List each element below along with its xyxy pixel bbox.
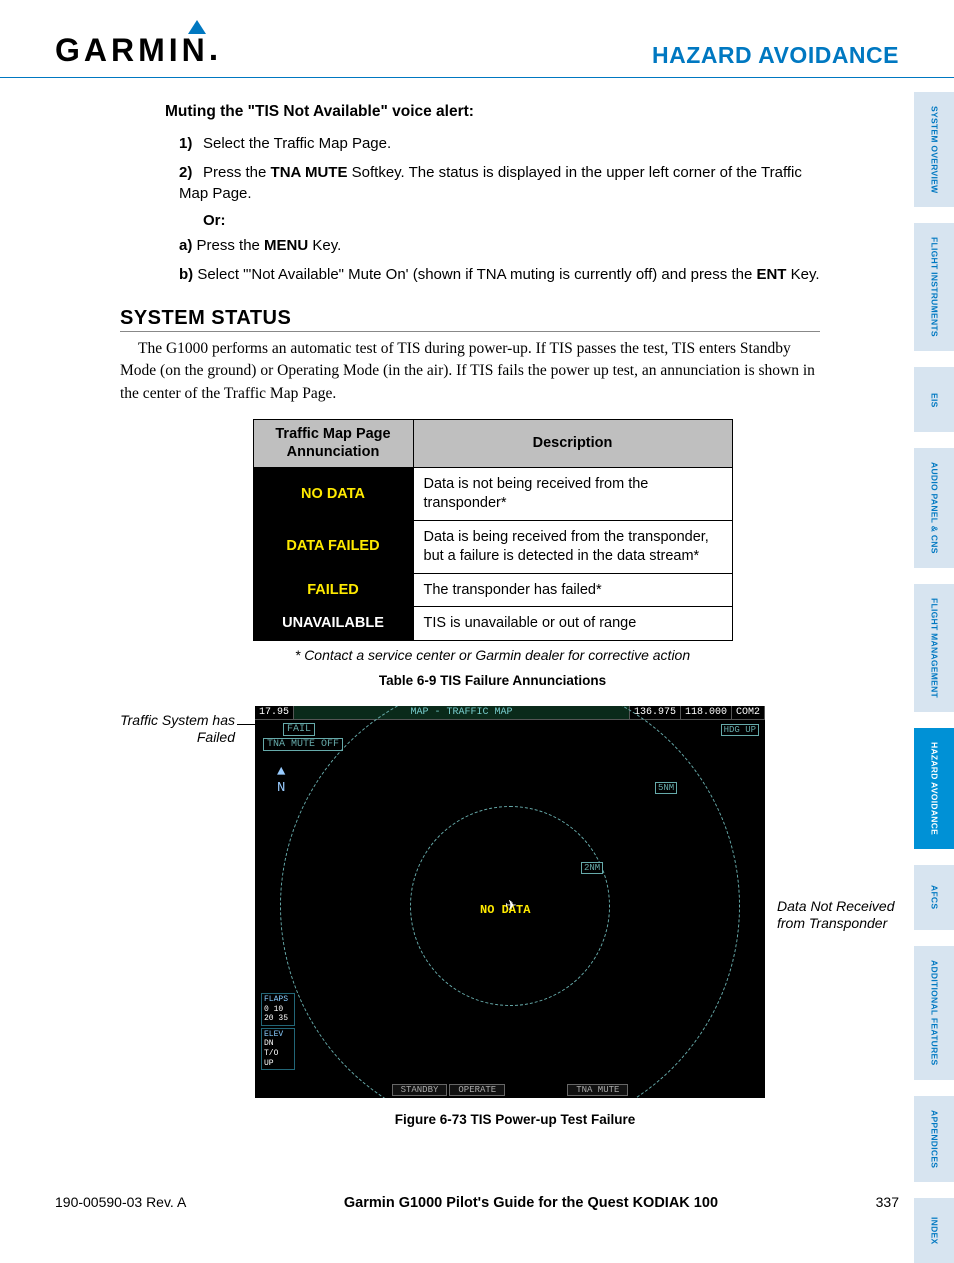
figure-label-right: Data Not Received from Transponder (777, 898, 897, 932)
page-header: GARMIN. HAZARD AVOIDANCE (0, 0, 954, 78)
freq-left: 17.95 (255, 706, 294, 719)
traffic-map-display: 17.95 MAP - TRAFFIC MAP 136.975 118.000 … (255, 706, 765, 1098)
footer-title: Garmin G1000 Pilot's Guide for the Quest… (344, 1195, 718, 1211)
muting-steps: 1)Select the Traffic Map Page. 2)Press t… (165, 133, 820, 285)
footer-pagenum: 337 (876, 1194, 899, 1210)
description-cell: TIS is unavailable or out of range (413, 607, 732, 641)
softkey-bar: STANDBY OPERATE TNA MUTE (255, 1082, 765, 1098)
garmin-logo-text: GARMIN (55, 32, 209, 69)
north-pointer-icon: ▲N (277, 764, 285, 796)
sidebar-tab-eis[interactable]: EIS (914, 367, 954, 432)
com-label: COM2 (732, 706, 765, 719)
annunciation-cell: NO DATA (253, 468, 413, 521)
freq-r2: 118.000 (681, 706, 732, 719)
sidebar-tab-system-overview[interactable]: SYSTEM OVERVIEW (914, 92, 954, 207)
sidebar-tabs: SYSTEM OVERVIEW FLIGHT INSTRUMENTS EIS AUDI… (914, 92, 954, 1263)
sidebar-tab-audio-panel-cns[interactable]: AUDIO PANEL & CNS (914, 448, 954, 568)
softkey-standby[interactable]: STANDBY (392, 1084, 448, 1096)
substep-b-bold: ENT (756, 266, 786, 283)
range-5nm: 5NM (655, 782, 677, 794)
sidebar-tab-hazard-avoidance[interactable]: HAZARD AVOIDANCE (914, 728, 954, 849)
table-row: FAILEDThe transponder has failed* (253, 573, 732, 607)
sidebar-tab-flight-instruments[interactable]: FLIGHT INSTRUMENTS (914, 223, 954, 351)
garmin-logo-dot: . (209, 30, 222, 69)
sidebar-tab-appendices[interactable]: APPENDICES (914, 1096, 954, 1182)
step-2-num: 2) (179, 162, 203, 183)
step-2-pre: Press the (203, 164, 271, 181)
sidebar-tab-afcs[interactable]: AFCS (914, 865, 954, 930)
step-2-bold: TNA MUTE (271, 164, 348, 181)
elev-vals: DN T/O UP (264, 1039, 278, 1067)
substep-b-post: Key. (786, 266, 819, 283)
substep-a-lbl: a) (179, 237, 197, 254)
annunciation-cell: FAILED (253, 573, 413, 607)
table-col1: Traffic Map Page Annunciation (253, 420, 413, 468)
tna-mute-box: TNA MUTE OFF (263, 738, 343, 751)
elev-box: ELEVDN T/O UP (261, 1028, 295, 1070)
softkey-tna-mute[interactable]: TNA MUTE (567, 1084, 628, 1096)
flaps-box: FLAPS0 10 20 35 (261, 993, 295, 1026)
substep-a-bold: MENU (264, 237, 308, 254)
substep-b-pre: Select "'Not Available" Mute On' (shown … (197, 266, 756, 283)
description-cell: Data is not being received from the tran… (413, 468, 732, 521)
range-2nm: 2NM (581, 862, 603, 874)
muting-heading: Muting the "TIS Not Available" voice ale… (165, 103, 820, 121)
or-text: Or: (203, 212, 226, 229)
substep-a-pre: Press the (197, 237, 265, 254)
description-cell: Data is being received from the transpon… (413, 520, 732, 573)
step-1-num: 1) (179, 133, 203, 154)
table-caption: Table 6-9 TIS Failure Annunciations (165, 673, 820, 688)
flaps-elev-gauges: FLAPS0 10 20 35 ELEVDN T/O UP (261, 993, 295, 1072)
table-row: DATA FAILEDData is being received from t… (253, 520, 732, 573)
annunciation-cell: UNAVAILABLE (253, 607, 413, 641)
table-row: UNAVAILABLETIS is unavailable or out of … (253, 607, 732, 641)
step-1: 1)Select the Traffic Map Page. (179, 133, 820, 154)
substep-b: b) Select "'Not Available" Mute On' (sho… (179, 264, 820, 285)
or-label: Or: (179, 212, 820, 229)
garmin-triangle-icon (188, 20, 206, 34)
figure-label-left: Traffic System has Failed (115, 712, 235, 746)
step-2: 2)Press the TNA MUTE Softkey. The status… (179, 162, 820, 204)
sidebar-tab-flight-management[interactable]: FLIGHT MANAGEMENT (914, 584, 954, 712)
page-footer: 190-00590-03 Rev. A Garmin G1000 Pilot's… (55, 1194, 899, 1211)
ownship-icon: ✈ (505, 898, 517, 915)
elev-title: ELEV (264, 1030, 283, 1039)
annunciation-cell: DATA FAILED (253, 520, 413, 573)
table-row: NO DATAData is not being received from t… (253, 468, 732, 521)
annunciation-table: Traffic Map Page Annunciation Descriptio… (253, 419, 733, 641)
garmin-logo: GARMIN. (55, 30, 222, 69)
fail-box: FAIL (283, 723, 315, 736)
hdg-up-box: HDG UP (721, 724, 759, 736)
softkey-operate[interactable]: OPERATE (449, 1084, 505, 1096)
step-1-text: Select the Traffic Map Page. (203, 135, 391, 152)
sidebar-tab-index[interactable]: INDEX (914, 1198, 954, 1263)
flaps-vals: 0 10 20 35 (264, 1005, 288, 1024)
substep-a: a) Press the MENU Key. (179, 235, 820, 256)
muting-substeps: a) Press the MENU Key. b) Select "'Not A… (179, 235, 820, 285)
substep-b-lbl: b) (179, 266, 197, 283)
flaps-title: FLAPS (264, 995, 288, 1004)
figure-wrap: Traffic System has Failed Data Not Recei… (125, 706, 845, 1127)
table-col2: Description (413, 420, 732, 468)
sidebar-tab-additional-features[interactable]: ADDITIONAL FEATURES (914, 946, 954, 1080)
description-cell: The transponder has failed* (413, 573, 732, 607)
footer-docnum: 190-00590-03 Rev. A (55, 1194, 186, 1210)
page-content: Muting the "TIS Not Available" voice ale… (0, 78, 900, 1127)
substep-a-post: Key. (308, 237, 341, 254)
figure-caption: Figure 6-73 TIS Power-up Test Failure (185, 1112, 845, 1127)
system-status-para: The G1000 performs an automatic test of … (120, 338, 820, 405)
table-note: * Contact a service center or Garmin dea… (165, 647, 820, 663)
system-status-heading: SYSTEM STATUS (120, 307, 820, 332)
section-title: HAZARD AVOIDANCE (652, 42, 899, 69)
